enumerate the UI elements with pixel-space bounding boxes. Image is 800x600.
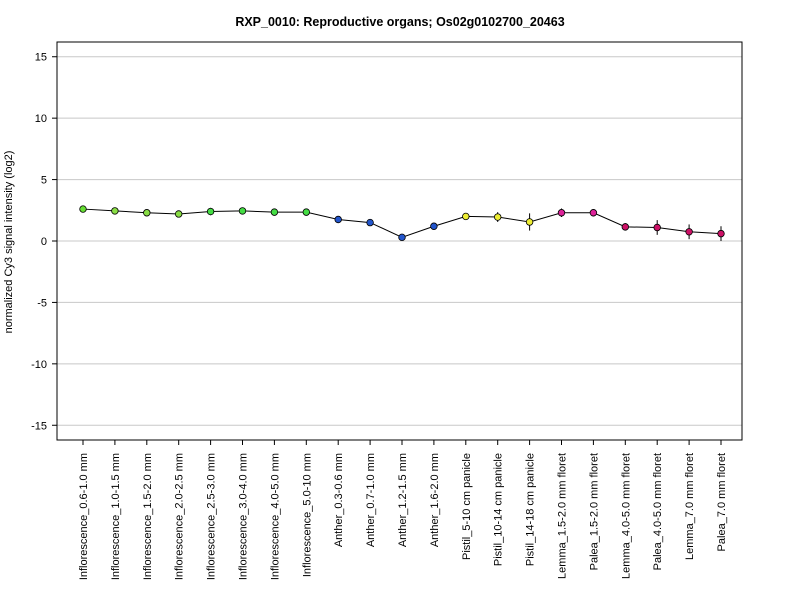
data-point [494, 213, 502, 221]
x-tick-label: Pistil_14-18 cm panicle [525, 453, 537, 566]
data-point [366, 218, 374, 227]
x-tick-label: Inflorescence_2.0-2.5 mm [174, 453, 186, 580]
data-point [430, 222, 438, 230]
data-point [206, 207, 215, 216]
x-axis: Inflorescence_0.6-1.0 mm Inflorescence_1.… [78, 440, 728, 580]
x-tick-label: Inflorescence_5.0-10 mm [301, 453, 313, 577]
y-axis: -15 -10 -5 0 5 10 15 [31, 52, 57, 432]
x-tick-label: Pistil_10-14 cm panicle [493, 453, 505, 566]
x-tick-label: Lemma_1.5-2.0 mm floret [557, 453, 569, 579]
x-tick-label: Palea_1.5-2.0 mm floret [588, 453, 600, 570]
x-tick-label: Pistil_5-10 cm panicle [461, 453, 473, 560]
data-point [79, 205, 87, 213]
x-tick-label: Anther_1.2-1.5 mm [397, 453, 409, 547]
data-point [653, 223, 661, 232]
data-point [143, 209, 151, 217]
grid-lines [57, 56, 742, 426]
x-tick-label: Inflorescence_1.5-2.0 mm [142, 453, 154, 580]
data-point [525, 218, 534, 226]
x-tick-label: Inflorescence_3.0-4.0 mm [238, 453, 250, 580]
data-point [270, 208, 279, 216]
x-tick-label: Anther_1.6-2.0 mm [429, 453, 441, 547]
x-tick-label: Inflorescence_4.0-5.0 mm [269, 453, 281, 580]
data-point [302, 208, 310, 216]
x-tick-label: Anther_0.7-1.0 mm [365, 453, 377, 547]
data-point [238, 207, 247, 215]
x-tick-label: Anther_0.3-0.6 mm [333, 453, 345, 547]
x-tick-label: Inflorescence_2.5-3.0 mm [206, 453, 218, 580]
x-tick-label: Palea_7.0 mm floret [716, 453, 728, 551]
chart-title: RXP_0010: Reproductive organs; Os02g0102… [235, 15, 564, 29]
data-point [174, 210, 183, 218]
data-point [462, 212, 470, 221]
y-tick-label: 15 [35, 52, 47, 64]
y-tick-label: -15 [31, 420, 47, 432]
x-tick-label: Lemma_7.0 mm floret [684, 453, 696, 560]
y-tick-label: -5 [37, 297, 47, 309]
data-point [398, 233, 406, 242]
y-tick-label: 10 [35, 113, 47, 125]
x-tick-label: Palea_4.0-5.0 mm floret [652, 453, 664, 570]
y-tick-label: 0 [41, 236, 47, 248]
x-tick-label: Inflorescence_0.6-1.0 mm [78, 453, 90, 580]
x-tick-label: Lemma_4.0-5.0 mm floret [620, 453, 632, 579]
data-point [557, 209, 566, 217]
data-point [717, 229, 725, 238]
x-tick-label: Inflorescence_1.0-1.5 mm [110, 453, 122, 580]
data-point [589, 209, 598, 217]
data-points [79, 205, 725, 242]
data-point [621, 223, 629, 231]
data-point [685, 228, 693, 236]
data-point [334, 215, 342, 224]
y-axis-label: normalized Cy3 signal intensity (log2) [3, 151, 15, 334]
data-point [111, 207, 119, 215]
y-tick-label: 5 [41, 175, 47, 187]
y-tick-label: -10 [31, 359, 47, 371]
